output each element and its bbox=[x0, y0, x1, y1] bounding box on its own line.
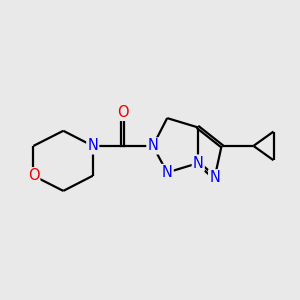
Text: N: N bbox=[87, 138, 98, 153]
Text: N: N bbox=[162, 165, 172, 180]
Text: N: N bbox=[193, 156, 204, 171]
Text: N: N bbox=[147, 138, 158, 153]
Text: N: N bbox=[209, 170, 220, 185]
Text: O: O bbox=[28, 168, 39, 183]
Text: O: O bbox=[117, 105, 128, 120]
